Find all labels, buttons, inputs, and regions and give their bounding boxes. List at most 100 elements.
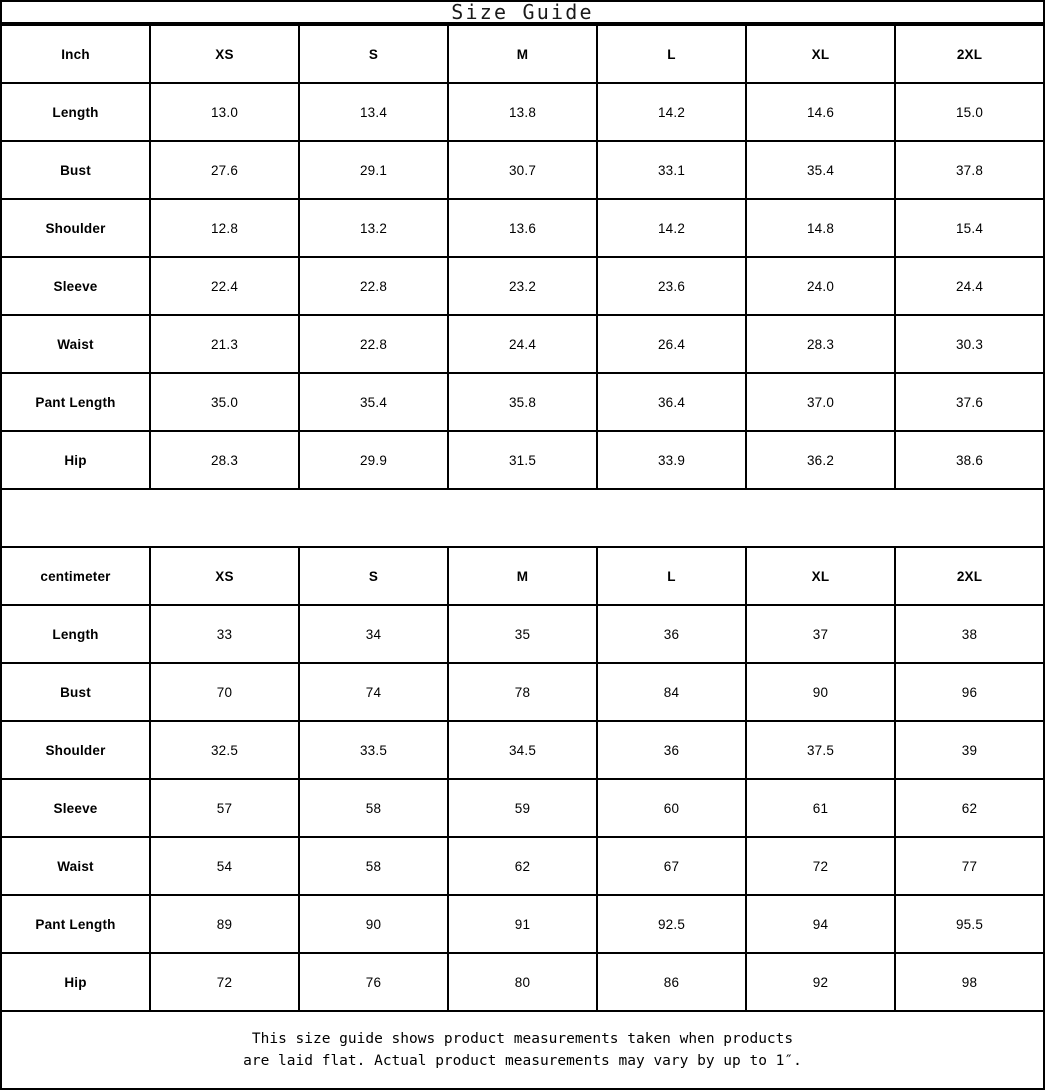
page-title: Size Guide [451, 0, 594, 24]
centimeter-size-header-m: M [447, 546, 598, 606]
centimeter-hip-2xl: 98 [894, 952, 1045, 1012]
centimeter-bust-m: 78 [447, 662, 598, 722]
centimeter-bust-2xl: 96 [894, 662, 1045, 722]
centimeter-pant-length-s: 90 [298, 894, 449, 954]
inch-size-header-2xl: 2XL [894, 24, 1045, 84]
centimeter-row-label-bust: Bust [0, 662, 151, 722]
centimeter-pant-length-l: 92.5 [596, 894, 747, 954]
centimeter-hip-m: 80 [447, 952, 598, 1012]
centimeter-hip-l: 86 [596, 952, 747, 1012]
footer-note-row: This size guide shows product measuremen… [0, 1010, 1045, 1090]
centimeter-bust-xs: 70 [149, 662, 300, 722]
centimeter-bust-xl: 90 [745, 662, 896, 722]
centimeter-sleeve-2xl: 62 [894, 778, 1045, 838]
centimeter-pant-length-2xl: 95.5 [894, 894, 1045, 954]
centimeter-hip-xl: 92 [745, 952, 896, 1012]
inch-shoulder-m: 13.6 [447, 198, 598, 258]
inch-length-s: 13.4 [298, 82, 449, 142]
inch-hip-s: 29.9 [298, 430, 449, 490]
centimeter-shoulder-l: 36 [596, 720, 747, 780]
table-row: Shoulder 12.8 13.2 13.6 14.2 14.8 15.4 [0, 198, 1045, 258]
inch-sleeve-2xl: 24.4 [894, 256, 1045, 316]
centimeter-bust-s: 74 [298, 662, 449, 722]
inch-row-label-length: Length [0, 82, 151, 142]
table-row: Length 13.0 13.4 13.8 14.2 14.6 15.0 [0, 82, 1045, 142]
centimeter-length-2xl: 38 [894, 604, 1045, 664]
inch-table-body: Inch XS S M L XL 2XL Length 13.0 13.4 13… [0, 24, 1045, 548]
centimeter-hip-s: 76 [298, 952, 449, 1012]
centimeter-waist-xl: 72 [745, 836, 896, 896]
table-row: Waist 54 58 62 67 72 77 [0, 836, 1045, 896]
table-row: Sleeve 22.4 22.8 23.2 23.6 24.0 24.4 [0, 256, 1045, 316]
inch-size-header-xs: XS [149, 24, 300, 84]
inch-sleeve-xl: 24.0 [745, 256, 896, 316]
inch-pant-length-xs: 35.0 [149, 372, 300, 432]
centimeter-sleeve-s: 58 [298, 778, 449, 838]
centimeter-table-header-row: centimeter XS S M L XL 2XL [0, 546, 1045, 606]
centimeter-row-label-shoulder: Shoulder [0, 720, 151, 780]
table-row: Sleeve 57 58 59 60 61 62 [0, 778, 1045, 838]
table-row: Length 33 34 35 36 37 38 [0, 604, 1045, 664]
inch-length-2xl: 15.0 [894, 82, 1045, 142]
centimeter-size-header-s: S [298, 546, 449, 606]
table-row: Pant Length 35.0 35.4 35.8 36.4 37.0 37.… [0, 372, 1045, 432]
inch-bust-m: 30.7 [447, 140, 598, 200]
table-row: Pant Length 89 90 91 92.5 94 95.5 [0, 894, 1045, 954]
centimeter-shoulder-s: 33.5 [298, 720, 449, 780]
centimeter-table-body: centimeter XS S M L XL 2XL Length 33 34 … [0, 546, 1045, 1090]
inch-row-label-sleeve: Sleeve [0, 256, 151, 316]
table-row: Shoulder 32.5 33.5 34.5 36 37.5 39 [0, 720, 1045, 780]
inch-waist-xs: 21.3 [149, 314, 300, 374]
inch-row-label-waist: Waist [0, 314, 151, 374]
centimeter-sleeve-m: 59 [447, 778, 598, 838]
inch-size-header-xl: XL [745, 24, 896, 84]
centimeter-row-label-sleeve: Sleeve [0, 778, 151, 838]
table-row: Bust 70 74 78 84 90 96 [0, 662, 1045, 722]
inch-shoulder-xl: 14.8 [745, 198, 896, 258]
centimeter-row-label-hip: Hip [0, 952, 151, 1012]
inch-sleeve-s: 22.8 [298, 256, 449, 316]
centimeter-unit-header: centimeter [0, 546, 151, 606]
centimeter-length-m: 35 [447, 604, 598, 664]
centimeter-row-label-length: Length [0, 604, 151, 664]
inch-hip-m: 31.5 [447, 430, 598, 490]
centimeter-waist-xs: 54 [149, 836, 300, 896]
inch-table-header-row: Inch XS S M L XL 2XL [0, 24, 1045, 84]
centimeter-length-l: 36 [596, 604, 747, 664]
footer-note-text: This size guide shows product measuremen… [243, 1030, 802, 1069]
inch-sleeve-l: 23.6 [596, 256, 747, 316]
centimeter-waist-l: 67 [596, 836, 747, 896]
centimeter-sleeve-xs: 57 [149, 778, 300, 838]
inch-pant-length-2xl: 37.6 [894, 372, 1045, 432]
inch-pant-length-m: 35.8 [447, 372, 598, 432]
inch-size-header-m: M [447, 24, 598, 84]
inch-hip-2xl: 38.6 [894, 430, 1045, 490]
inch-row-label-bust: Bust [0, 140, 151, 200]
inch-row-label-pant-length: Pant Length [0, 372, 151, 432]
table-row: Hip 72 76 80 86 92 98 [0, 952, 1045, 1012]
centimeter-bust-l: 84 [596, 662, 747, 722]
centimeter-length-s: 34 [298, 604, 449, 664]
centimeter-pant-length-m: 91 [447, 894, 598, 954]
centimeter-hip-xs: 72 [149, 952, 300, 1012]
centimeter-shoulder-2xl: 39 [894, 720, 1045, 780]
inch-length-xs: 13.0 [149, 82, 300, 142]
centimeter-length-xl: 37 [745, 604, 896, 664]
inch-sleeve-xs: 22.4 [149, 256, 300, 316]
inch-length-m: 13.8 [447, 82, 598, 142]
inch-waist-s: 22.8 [298, 314, 449, 374]
centimeter-shoulder-m: 34.5 [447, 720, 598, 780]
table-row: Bust 27.6 29.1 30.7 33.1 35.4 37.8 [0, 140, 1045, 200]
centimeter-sleeve-l: 60 [596, 778, 747, 838]
centimeter-size-header-2xl: 2XL [894, 546, 1045, 606]
centimeter-row-label-pant-length: Pant Length [0, 894, 151, 954]
table-spacer-cell [0, 488, 1045, 548]
inch-shoulder-l: 14.2 [596, 198, 747, 258]
inch-size-header-l: L [596, 24, 747, 84]
inch-waist-m: 24.4 [447, 314, 598, 374]
inch-shoulder-2xl: 15.4 [894, 198, 1045, 258]
inch-pant-length-l: 36.4 [596, 372, 747, 432]
centimeter-sleeve-xl: 61 [745, 778, 896, 838]
inch-waist-2xl: 30.3 [894, 314, 1045, 374]
inch-bust-l: 33.1 [596, 140, 747, 200]
